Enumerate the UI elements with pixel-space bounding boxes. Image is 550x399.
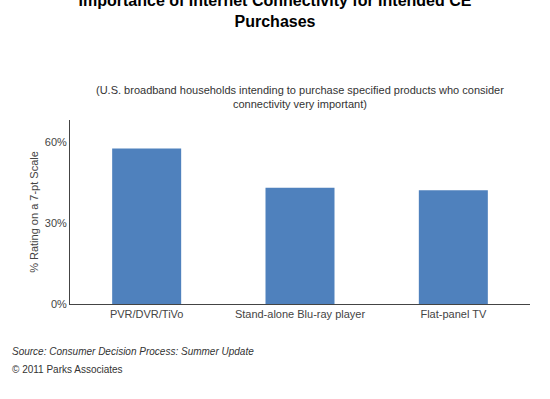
svg-text:30%: 30% (45, 217, 67, 229)
svg-text:% Rating on a 7-pt Scale: % Rating on a 7-pt Scale (28, 151, 40, 273)
svg-text:Stand-alone Blu-ray player: Stand-alone Blu-ray player (235, 308, 366, 320)
svg-text:60%: 60% (45, 136, 67, 148)
svg-text:© 2011 Parks Associates: © 2011 Parks Associates (12, 364, 123, 375)
svg-text:PVR/DVR/TiVo: PVR/DVR/TiVo (110, 308, 184, 320)
svg-text:Importance of Internet Connect: Importance of Internet Connectivity for … (79, 0, 472, 30)
svg-text:(U.S. broadband households int: (U.S. broadband households intending to … (96, 84, 504, 110)
svg-text:0%: 0% (51, 298, 67, 310)
svg-text:Source: Consumer Decision Proc: Source: Consumer Decision Process: Summe… (12, 346, 254, 357)
svg-text:Flat-panel TV: Flat-panel TV (420, 308, 486, 320)
